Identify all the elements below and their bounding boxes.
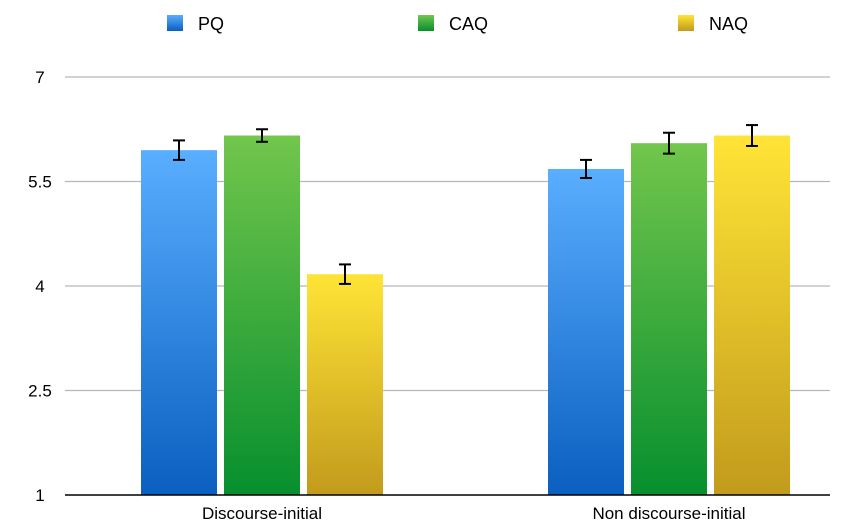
category-label: Non discourse-initial xyxy=(592,504,745,523)
error-bar xyxy=(173,139,185,161)
error-bar xyxy=(580,158,592,180)
error-bars xyxy=(173,124,758,285)
bars xyxy=(141,135,790,495)
category-labels: Discourse-initial Non discourse-initial xyxy=(202,504,746,523)
bar-caq xyxy=(631,143,707,495)
legend-item-caq: CAQ xyxy=(418,14,488,34)
error-bar xyxy=(256,128,268,143)
bar-pq xyxy=(141,150,217,495)
legend-label: NAQ xyxy=(709,14,748,34)
legend: PQ CAQ NAQ xyxy=(167,14,748,34)
legend-item-naq: NAQ xyxy=(678,14,748,34)
legend-swatch xyxy=(418,15,434,31)
error-bar xyxy=(663,131,675,155)
bar-caq xyxy=(224,135,300,495)
error-bar xyxy=(339,263,351,285)
error-bar xyxy=(746,124,758,147)
legend-item-pq: PQ xyxy=(167,14,224,34)
legend-label: PQ xyxy=(198,14,224,34)
y-tick-label: 2.5 xyxy=(28,382,52,401)
legend-swatch xyxy=(167,15,183,31)
legend-swatch xyxy=(678,15,694,31)
category-label: Discourse-initial xyxy=(202,504,322,523)
bar-naq xyxy=(714,135,790,495)
legend-label: CAQ xyxy=(449,14,488,34)
y-tick-label: 4 xyxy=(35,277,44,296)
y-tick-label: 5.5 xyxy=(28,173,52,192)
y-axis-ticks: 1 2.5 4 5.5 7 xyxy=(28,68,52,505)
y-tick-label: 7 xyxy=(35,68,44,87)
y-tick-label: 1 xyxy=(35,486,44,505)
bar-pq xyxy=(548,168,624,495)
bar-naq xyxy=(307,274,383,495)
